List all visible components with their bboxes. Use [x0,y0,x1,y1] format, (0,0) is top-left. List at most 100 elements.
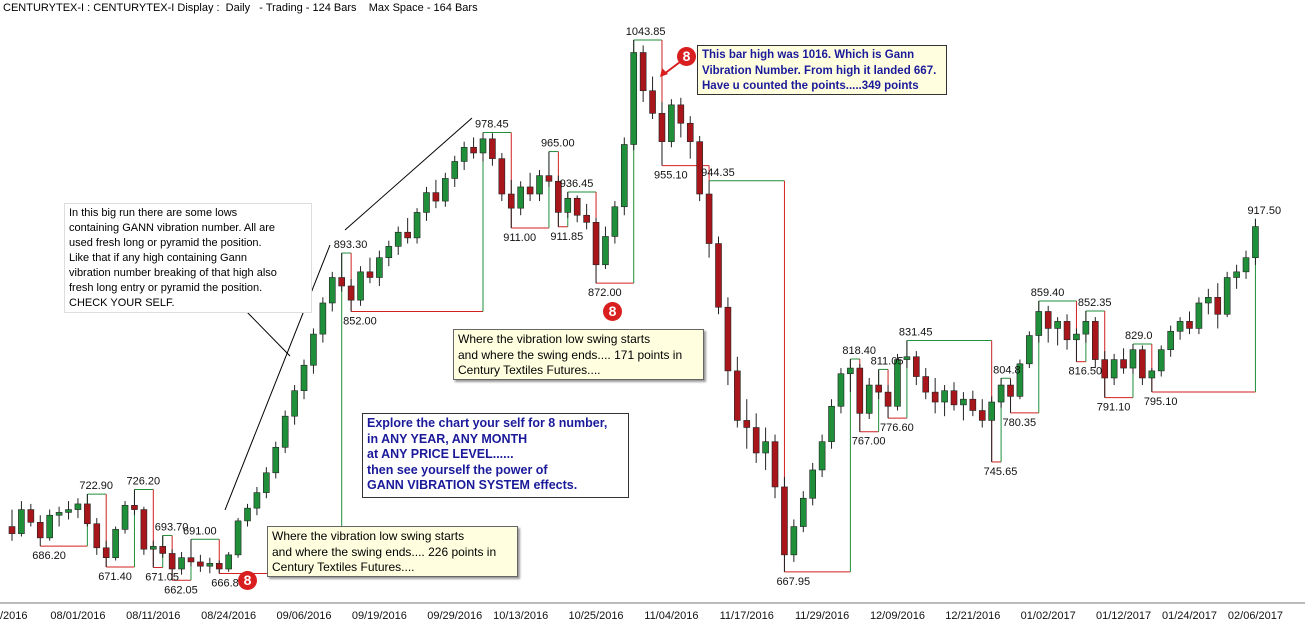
swing-label: 745.65 [984,466,1018,478]
swing-label: 1043.85 [626,26,666,38]
candle-body [564,197,572,213]
candle-body [394,231,402,247]
candle-body [385,246,393,258]
candle-body [423,192,430,213]
candle-body [781,486,788,556]
x-tick-label: 11/29/2016 [795,610,849,622]
x-tick-label: 08/11/2016 [126,610,180,622]
candle-body [649,90,656,114]
candle-body [253,492,261,509]
swing-label: 818.40 [842,345,876,357]
candle-body [310,333,317,366]
swing-label: 780.35 [1003,417,1037,429]
swing-label: 893.30 [334,239,368,251]
candle-body [55,512,63,516]
candle-body [1129,349,1137,369]
candle-body [460,147,468,162]
candle-body [1139,349,1146,379]
candle-body [555,180,562,213]
candle-body [300,364,308,392]
swing-label: 955.10 [654,170,688,182]
candle-body [1242,257,1250,273]
x-tick-label: 08/01/2016 [50,610,105,622]
candle-body [809,469,817,499]
candle-body [658,113,666,142]
x-tick-label: 09/19/2016 [352,610,407,622]
note-line: Explore the chart your self for 8 number… [367,416,608,430]
candle-body [489,138,496,159]
arrow [663,61,681,75]
candle-body [884,391,892,407]
swing-label: 667.95 [776,576,810,588]
candle-body [799,497,807,527]
x-tick-label: 12/09/2016 [870,610,925,622]
swing-label: 978.45 [475,119,509,131]
candle-body [1148,370,1156,379]
swing-label: 936.45 [560,178,594,190]
candle-body [187,557,195,563]
candle-body [413,212,421,239]
swing-label: 767.00 [852,436,886,448]
candle-body [913,356,920,377]
candle-body [696,141,703,195]
candle-body [1007,384,1014,397]
candle-body [470,147,477,154]
x-tick-label: 01/12/2017 [1096,610,1151,622]
candle-body [894,359,901,407]
swing-label: 911.85 [550,231,583,243]
marker: 8 [238,571,257,590]
note-line: in ANY YEAR, ANY MONTH [367,431,528,446]
candle-body [1054,321,1061,329]
x-tick-label: 02/06/2017 [1228,610,1283,622]
note-line: and where the swing ends.... 226 points … [272,544,497,559]
candle-body [639,52,647,92]
candle-body [686,122,694,142]
candle-body [828,405,835,442]
note-line: at ANY PRICE LEVEL...... [367,447,514,461]
candle-body [620,144,628,208]
swing-label: 816.50 [1068,366,1102,378]
header: CENTURYTEX-I : CENTURYTEX-I Display : Da… [3,2,478,14]
note-line: Like that if any high containing Gann [69,252,247,264]
swing-label: 686.20 [32,550,66,562]
x-tick-label: 01/24/2017 [1162,610,1217,622]
candle-body [950,390,958,406]
candle-body [319,302,327,335]
x-tick-label: 09/29/2016 [427,610,482,622]
candle-body [941,390,948,403]
candle-body [93,523,101,549]
candle-body [1223,277,1231,315]
note-line: used fresh long or pyramid the position. [69,237,262,249]
candle-body [583,214,590,223]
candle-body [1195,302,1203,329]
candle-body [27,509,35,523]
x-tick-label: 11/17/2016 [720,610,774,622]
note-line: CHECK YOUR SELF. [69,297,175,309]
swing-label: 917.50 [1247,205,1281,217]
candle-body [498,158,506,195]
candle-body [102,547,110,558]
x-tick-label: 10/25/2016 [569,610,624,622]
candle-body [818,441,826,471]
candle-body [1252,226,1259,258]
candle-body [1157,349,1165,372]
candle-body [451,161,459,179]
x-tick-label: 12/21/2016 [945,610,1000,622]
candle-body [1063,321,1071,341]
arrow-head [660,68,668,77]
candle-body [931,391,939,403]
trend-line [344,117,473,231]
candle-body [771,441,779,488]
swing-label: 852.35 [1078,297,1112,309]
candle-body [178,557,185,570]
note-line: vibration number breaking of that high a… [69,267,277,279]
candle-body [1167,330,1174,350]
candle-body [46,514,53,539]
candle-body [281,415,289,448]
candle-body [1073,333,1080,341]
candle-body [517,186,524,209]
note-line: Century Textiles Futures.... [458,363,601,377]
candle-body [545,175,553,182]
candle-body [291,390,298,417]
